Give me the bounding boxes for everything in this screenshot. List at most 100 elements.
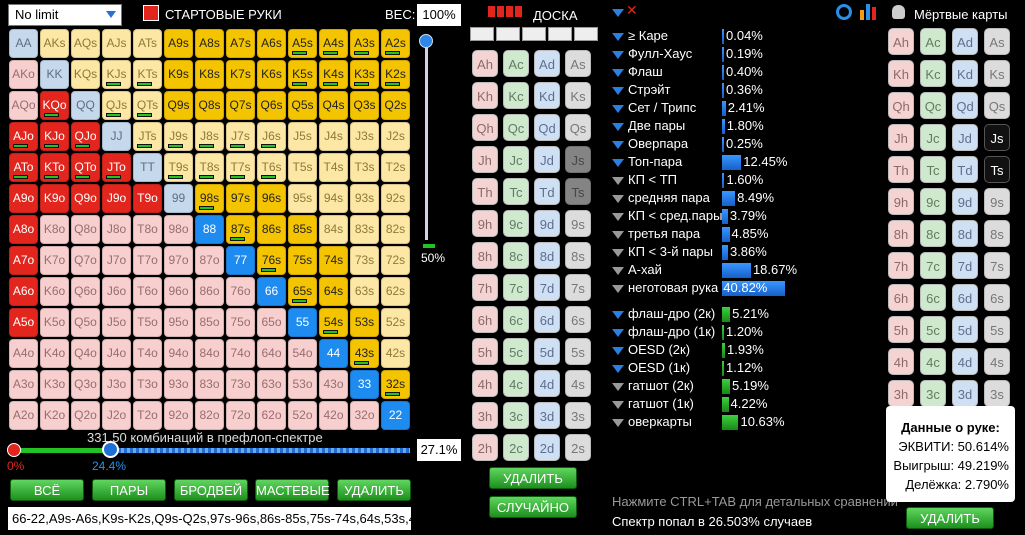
filter-icon[interactable]: [612, 382, 624, 391]
board-card[interactable]: Js: [565, 146, 591, 173]
dead-card[interactable]: Kc: [920, 60, 946, 87]
hand-cell[interactable]: QJs: [102, 91, 131, 120]
board-card[interactable]: Tc: [503, 178, 529, 205]
board-card[interactable]: 7s: [565, 274, 591, 301]
dead-card[interactable]: 9d: [952, 188, 978, 215]
board-card[interactable]: Th: [472, 178, 498, 205]
hand-cell[interactable]: 95o: [164, 308, 193, 337]
hand-cell[interactable]: Q9s: [164, 91, 193, 120]
hand-cell[interactable]: J4o: [102, 339, 131, 368]
hand-cell[interactable]: A3o: [9, 370, 38, 399]
dead-card[interactable]: As: [984, 28, 1010, 55]
hand-cell[interactable]: 63o: [257, 370, 286, 399]
stat-row[interactable]: ≥ Каре: [612, 28, 668, 43]
hand-cell[interactable]: K6s: [257, 60, 286, 89]
hand-cell[interactable]: 54s: [319, 308, 348, 337]
hand-cell[interactable]: A3s: [350, 29, 379, 58]
stat-row[interactable]: гатшот (1к): [612, 396, 694, 411]
board-card[interactable]: 6c: [503, 306, 529, 333]
dead-card[interactable]: 8c: [920, 220, 946, 247]
dead-card[interactable]: 6d: [952, 284, 978, 311]
dead-card[interactable]: Kd: [952, 60, 978, 87]
hand-cell[interactable]: T4s: [319, 153, 348, 182]
dead-card-grid[interactable]: Ah Ac Ad As Kh Kc Kd Ks Qh Qc Qd Qs Jh Jc Jd Js Th Tc Td Ts…: [886, 26, 1014, 442]
hand-cell[interactable]: T4o: [133, 339, 162, 368]
hand-cell[interactable]: K5s: [288, 60, 317, 89]
dead-card[interactable]: 3h: [888, 380, 914, 407]
hand-cell[interactable]: K7o: [40, 246, 69, 275]
broadway-button[interactable]: БРОДВЕЙ: [174, 479, 248, 501]
hand-cell[interactable]: 92o: [164, 401, 193, 430]
stat-row[interactable]: OESD (2к): [612, 342, 690, 357]
hand-cell[interactable]: K9o: [40, 184, 69, 213]
hand-cell[interactable]: T7s: [226, 153, 255, 182]
dead-card[interactable]: Ks: [984, 60, 1010, 87]
delete-range-button[interactable]: УДАЛИТЬ: [337, 479, 411, 501]
hand-cell[interactable]: A6o: [9, 277, 38, 306]
hand-cell[interactable]: K7s: [226, 60, 255, 89]
dead-card[interactable]: Tc: [920, 156, 946, 183]
hand-cell[interactable]: J5o: [102, 308, 131, 337]
board-card[interactable]: Jc: [503, 146, 529, 173]
hand-cell[interactable]: 74s: [319, 246, 348, 275]
hand-cell[interactable]: 73o: [226, 370, 255, 399]
hand-cell[interactable]: KJo: [40, 122, 69, 151]
hand-cell[interactable]: KTs: [133, 60, 162, 89]
refresh-icon[interactable]: [836, 4, 852, 20]
hand-cell[interactable]: 22: [381, 401, 410, 430]
hand-cell[interactable]: K8o: [40, 215, 69, 244]
hand-cell[interactable]: 74o: [226, 339, 255, 368]
hand-cell[interactable]: 62s: [381, 277, 410, 306]
hand-cell[interactable]: 83s: [350, 215, 379, 244]
board-card[interactable]: 9d: [534, 210, 560, 237]
hand-cell[interactable]: Q4s: [319, 91, 348, 120]
board-card[interactable]: 7h: [472, 274, 498, 301]
dead-card[interactable]: 9s: [984, 188, 1010, 215]
hand-cell[interactable]: QQ: [71, 91, 100, 120]
hand-cell[interactable]: 54o: [288, 339, 317, 368]
hand-cell[interactable]: KQo: [40, 91, 69, 120]
hand-cell[interactable]: Q9o: [71, 184, 100, 213]
hand-cell[interactable]: 73s: [350, 246, 379, 275]
hand-cell[interactable]: 86s: [257, 215, 286, 244]
hand-cell[interactable]: 98o: [164, 215, 193, 244]
hand-cell[interactable]: 93s: [350, 184, 379, 213]
filter-icon[interactable]: [612, 158, 624, 167]
hand-cell[interactable]: T2s: [381, 153, 410, 182]
board-card[interactable]: 9c: [503, 210, 529, 237]
hand-cell[interactable]: AQo: [9, 91, 38, 120]
stat-row[interactable]: Флаш: [612, 64, 663, 79]
board-card[interactable]: 3s: [565, 402, 591, 429]
stat-row[interactable]: средняя пара: [612, 190, 710, 205]
filter-icon[interactable]: [612, 346, 624, 355]
filter-icon[interactable]: [612, 212, 624, 221]
dead-card[interactable]: Jd: [952, 124, 978, 151]
range-track[interactable]: [112, 448, 410, 453]
hand-cell[interactable]: AQs: [71, 29, 100, 58]
hand-cell[interactable]: A5o: [9, 308, 38, 337]
dead-card[interactable]: 8s: [984, 220, 1010, 247]
board-card[interactable]: 3h: [472, 402, 498, 429]
hand-cell[interactable]: 86o: [195, 277, 224, 306]
board-card[interactable]: Kh: [472, 82, 498, 109]
hand-cell[interactable]: JTs: [133, 122, 162, 151]
hand-cell[interactable]: 92s: [381, 184, 410, 213]
hand-cell[interactable]: 42o: [319, 401, 348, 430]
hand-cell[interactable]: 72o: [226, 401, 255, 430]
dead-card[interactable]: 8h: [888, 220, 914, 247]
hand-cell[interactable]: A2s: [381, 29, 410, 58]
range-percent-input[interactable]: 27.1%: [417, 439, 461, 461]
hand-cell[interactable]: 66: [257, 277, 286, 306]
stat-row[interactable]: А-хай: [612, 262, 662, 277]
hand-cell[interactable]: T5s: [288, 153, 317, 182]
hand-cell[interactable]: K5o: [40, 308, 69, 337]
filter-icon[interactable]: [612, 230, 624, 239]
hand-cell[interactable]: 43s: [350, 339, 379, 368]
hand-cell[interactable]: Q8o: [71, 215, 100, 244]
dead-card[interactable]: 9h: [888, 188, 914, 215]
stat-row[interactable]: КП < сред.пары: [612, 208, 722, 223]
filter-icon[interactable]: [612, 122, 624, 131]
dead-card[interactable]: 5c: [920, 316, 946, 343]
hand-cell[interactable]: Q3o: [71, 370, 100, 399]
filter-icon[interactable]: [612, 364, 624, 373]
